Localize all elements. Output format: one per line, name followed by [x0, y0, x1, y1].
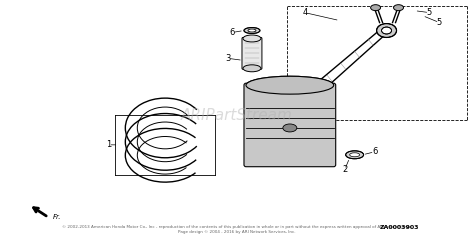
- Text: 1: 1: [106, 140, 111, 149]
- Text: 2: 2: [342, 165, 347, 174]
- Ellipse shape: [302, 80, 330, 100]
- Ellipse shape: [371, 5, 381, 11]
- Text: ARIPartStream: ARIPartStream: [181, 108, 293, 123]
- Text: ZA0003903: ZA0003903: [380, 225, 419, 230]
- Ellipse shape: [243, 65, 261, 72]
- FancyBboxPatch shape: [242, 37, 262, 69]
- Text: 4: 4: [302, 8, 308, 17]
- Ellipse shape: [309, 85, 323, 95]
- Text: 6: 6: [372, 147, 377, 156]
- Text: 3: 3: [225, 54, 231, 63]
- Ellipse shape: [382, 27, 392, 34]
- Text: Page design © 2004 - 2016 by ARI Network Services, Inc.: Page design © 2004 - 2016 by ARI Network…: [178, 230, 296, 234]
- Ellipse shape: [283, 124, 297, 132]
- FancyBboxPatch shape: [244, 83, 336, 167]
- Ellipse shape: [243, 35, 261, 42]
- Ellipse shape: [248, 29, 256, 32]
- Ellipse shape: [246, 76, 334, 94]
- Ellipse shape: [393, 5, 403, 11]
- Ellipse shape: [376, 23, 397, 37]
- Text: 6: 6: [229, 28, 235, 37]
- Text: 5: 5: [437, 18, 442, 27]
- Text: © 2002-2013 American Honda Motor Co., Inc - reproduction of the contents of this: © 2002-2013 American Honda Motor Co., In…: [62, 225, 412, 229]
- Text: 5: 5: [427, 8, 432, 17]
- Ellipse shape: [350, 153, 360, 157]
- Ellipse shape: [346, 151, 364, 159]
- Text: Fr.: Fr.: [53, 214, 61, 220]
- Ellipse shape: [244, 27, 260, 33]
